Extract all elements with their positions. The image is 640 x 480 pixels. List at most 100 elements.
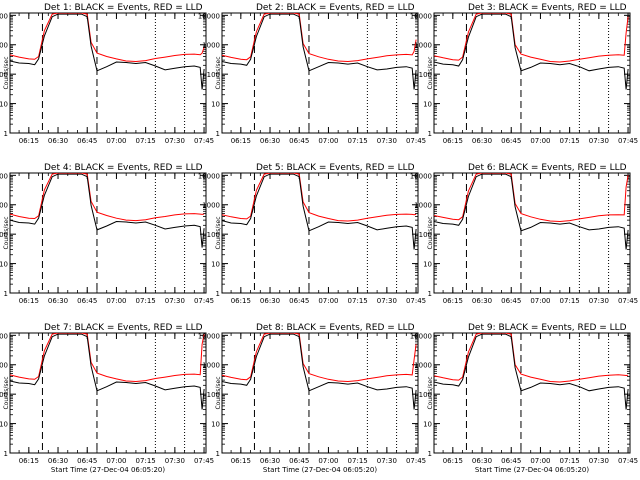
series-line-black	[10, 13, 205, 90]
y-tick-label: 10000	[0, 12, 8, 20]
y-tick-label: 10000	[0, 332, 8, 340]
chart-panel-6: Det 6: BLACK = Events, RED = LLD 1 10 100 10…	[410, 163, 638, 305]
series-line-black	[434, 173, 629, 250]
chart-title: Det 3: BLACK = Events, RED = LLD	[468, 3, 627, 13]
x-tick-label: 06:30	[260, 457, 280, 465]
x-tick-label: 07:45	[194, 457, 214, 465]
x-tick-label: 06:15	[231, 297, 251, 305]
y-tick-label: 100	[207, 231, 220, 239]
x-tick-label: 06:15	[443, 137, 463, 145]
x-tick-label: 06:45	[501, 137, 521, 145]
x-axis-label: Start Time (27-Dec-04 06:05:20)	[51, 466, 165, 474]
x-tick-label: 06:30	[260, 137, 280, 145]
plot-frame	[221, 332, 419, 454]
y-tick-label: 1000	[414, 42, 432, 50]
x-tick-label: 07:00	[318, 137, 338, 145]
y-axis-label: Counts/sec	[427, 56, 434, 89]
series-line-black	[222, 13, 417, 90]
x-tick-label: 07:30	[165, 457, 185, 465]
x-tick-label: 06:45	[77, 137, 97, 145]
y-tick-label: 10	[0, 101, 8, 109]
x-tick-label: 06:30	[48, 297, 68, 305]
chart-title: Det 7: BLACK = Events, RED = LLD	[44, 323, 203, 333]
x-tick-label: 07:15	[136, 297, 156, 305]
y-axis-label: Counts/sec	[215, 56, 222, 89]
series-line-black	[222, 173, 417, 250]
plot-frame	[433, 172, 631, 294]
x-tick-label: 06:15	[231, 137, 251, 145]
x-tick-label: 06:15	[231, 457, 251, 465]
x-tick-label: 07:45	[406, 297, 426, 305]
chart-panel-5: Det 5: BLACK = Events, RED = LLD 1 10 100 10…	[198, 163, 426, 305]
y-tick-label: 10	[0, 421, 8, 429]
plot-frame	[433, 332, 631, 454]
series-line-red	[222, 173, 417, 222]
y-tick-label: 100	[207, 391, 220, 399]
series-line-red	[222, 13, 417, 63]
series-line-black	[10, 333, 205, 410]
x-tick-label: 06:15	[19, 137, 39, 145]
chart-panel-9: Det 9: BLACK = Events, RED = LLD 1 10 100 10…	[410, 323, 638, 474]
x-tick-label: 07:15	[348, 137, 368, 145]
y-axis-label: Counts/sec	[3, 376, 10, 409]
y-tick-label: 10	[211, 261, 220, 269]
x-tick-label: 06:30	[260, 297, 280, 305]
x-tick-label: 07:45	[618, 137, 638, 145]
plot-frame	[221, 172, 419, 294]
chart-panel-1: Det 1: BLACK = Events, RED = LLD 1 10 100 10…	[0, 3, 214, 145]
y-tick-label: 10	[211, 101, 220, 109]
y-tick-label: 10000	[410, 12, 432, 20]
x-tick-label: 06:30	[48, 137, 68, 145]
y-tick-label: 1	[216, 290, 220, 298]
y-tick-label: 100	[419, 391, 432, 399]
y-tick-label: 100	[0, 71, 8, 79]
x-tick-label: 07:45	[194, 297, 214, 305]
x-tick-label: 07:00	[530, 297, 550, 305]
x-tick-label: 07:30	[589, 137, 609, 145]
x-tick-label: 06:30	[48, 457, 68, 465]
x-tick-label: 07:45	[194, 137, 214, 145]
x-tick-label: 06:45	[289, 137, 309, 145]
y-axis-label: Counts/sec	[427, 216, 434, 249]
y-tick-label: 1	[4, 450, 8, 458]
x-tick-label: 07:15	[560, 137, 580, 145]
x-tick-label: 07:15	[560, 297, 580, 305]
x-tick-label: 06:45	[289, 457, 309, 465]
x-axis-label: Start Time (27-Dec-04 06:05:20)	[475, 466, 589, 474]
y-tick-label: 10	[0, 261, 8, 269]
chart-title: Det 9: BLACK = Events, RED = LLD	[468, 323, 627, 333]
y-axis-label: Counts/sec	[3, 216, 10, 249]
series-line-black	[434, 13, 629, 90]
series-line-black	[434, 333, 629, 410]
x-tick-label: 06:30	[472, 137, 492, 145]
x-tick-label: 06:15	[19, 457, 39, 465]
chart-panel-4: Det 4: BLACK = Events, RED = LLD 1 10 100 10…	[0, 163, 214, 305]
series-line-red	[434, 173, 629, 223]
x-tick-label: 07:45	[406, 137, 426, 145]
x-tick-label: 07:30	[377, 137, 397, 145]
y-tick-label: 1000	[202, 202, 220, 210]
y-tick-label: 10	[423, 101, 432, 109]
plot-frame	[221, 12, 419, 134]
x-tick-label: 07:30	[589, 457, 609, 465]
chart-title: Det 1: BLACK = Events, RED = LLD	[44, 3, 203, 13]
y-tick-label: 1	[4, 290, 8, 298]
y-tick-label: 1000	[202, 42, 220, 50]
y-axis-label: Counts/sec	[215, 216, 222, 249]
chart-panel-8: Det 8: BLACK = Events, RED = LLD 1 10 100 10…	[198, 323, 426, 474]
series-line-red	[10, 333, 205, 383]
y-tick-label: 100	[207, 71, 220, 79]
y-tick-label: 10	[423, 421, 432, 429]
y-tick-label: 1000	[0, 42, 8, 50]
x-tick-label: 07:15	[560, 457, 580, 465]
y-tick-label: 1000	[0, 362, 8, 370]
y-tick-label: 1	[216, 450, 220, 458]
series-line-red	[222, 333, 417, 383]
x-tick-label: 07:00	[530, 457, 550, 465]
x-tick-label: 06:30	[472, 457, 492, 465]
y-tick-label: 1	[4, 130, 8, 138]
series-line-red	[10, 13, 205, 63]
chart-title: Det 2: BLACK = Events, RED = LLD	[256, 3, 415, 13]
x-tick-label: 07:00	[318, 297, 338, 305]
